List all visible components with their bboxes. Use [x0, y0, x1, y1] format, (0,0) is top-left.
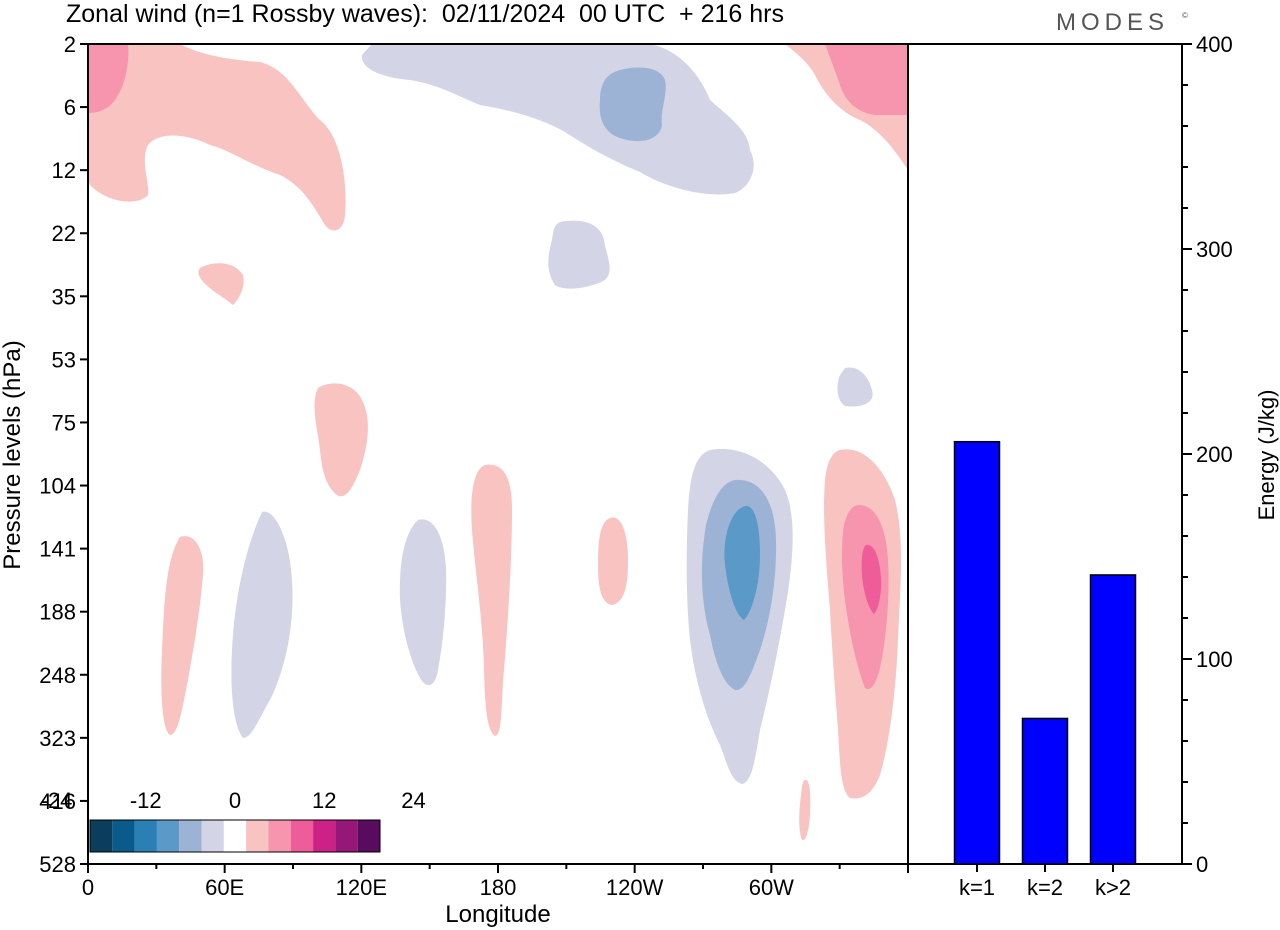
- bar-x-tick-label: k=2: [1027, 875, 1063, 900]
- y-tick-label: 528: [39, 852, 76, 877]
- bar-x-tick-label: k=1: [959, 875, 995, 900]
- y-tick-label: 141: [39, 537, 76, 562]
- colorbar-swatch: [290, 820, 314, 852]
- bar-x-tick-label: k>2: [1095, 875, 1131, 900]
- y-tick-label: 416: [39, 789, 76, 814]
- x-tick-label: 60W: [749, 875, 794, 900]
- contour-neg-top-center-inner: [599, 67, 666, 142]
- bar-k=2: [1021, 717, 1069, 865]
- copyright-mark: ©: [1182, 11, 1188, 20]
- heatmap-x-axis: 0 60E 120E 180 120W 60W: [82, 864, 909, 900]
- modes-logo: MODES: [1056, 9, 1170, 36]
- contour-pos-stripe-1: [161, 536, 204, 735]
- chart-title: Zonal wind (n=1 Rossby waves): 02/11/202…: [66, 0, 784, 28]
- contour-neg-stripe-1: [231, 511, 293, 738]
- y-tick-label: 6: [64, 95, 76, 120]
- contour-pos-small-4: [799, 779, 811, 841]
- y-tick-label: 12: [52, 158, 76, 183]
- heatmap-frame: [87, 43, 909, 865]
- x-tick-label: 120W: [606, 875, 664, 900]
- x-tick-label: 180: [480, 875, 517, 900]
- y-tick-label: 2: [64, 32, 76, 57]
- x-tick-label: 120E: [336, 875, 387, 900]
- colorbar-label: -24: [41, 788, 73, 813]
- colorbar-labels: -24 -12 0 12 24: [41, 788, 426, 813]
- x-tick-label: 0: [82, 875, 94, 900]
- bar-k=1: [953, 440, 1001, 865]
- colorbar-border: [89, 819, 381, 853]
- energy-tick-label: 200: [1196, 442, 1233, 467]
- contour-neg-central-inner: [724, 505, 760, 620]
- colorbar-label: 24: [401, 788, 425, 813]
- colorbar-label: -12: [130, 788, 162, 813]
- contour-neg-small-2: [837, 367, 873, 407]
- contour-pos-small-3: [598, 517, 628, 605]
- colorbar-swatch: [246, 820, 269, 852]
- colorbar-swatch: [134, 820, 157, 852]
- bar-x-axis: k=1 k=2 k>2: [959, 864, 1131, 900]
- energy-axis-title: Energy (J/kg): [1254, 390, 1279, 521]
- y-axis-title: Pressure levels (hPa): [0, 340, 26, 569]
- colorbar-swatch: [90, 820, 113, 852]
- bar-k>2: [1089, 574, 1137, 865]
- contour-pos-top-left-inner: [88, 44, 129, 113]
- colorbar: [89, 819, 381, 853]
- contour-neg-small-1: [548, 220, 610, 289]
- colorbar-swatch: [156, 820, 180, 852]
- x-axis-title: Longitude: [445, 901, 550, 928]
- energy-tick-label: 100: [1196, 647, 1233, 672]
- colorbar-swatch: [268, 820, 291, 852]
- contour-pos-right-inner: [861, 544, 882, 614]
- contour-pos-stripe-2: [471, 464, 512, 736]
- colorbar-swatch: [313, 820, 336, 852]
- contour-pos-top-left: [88, 44, 346, 231]
- contour-field: [88, 44, 908, 841]
- contour-neg-stripe-2: [399, 519, 447, 686]
- contour-neg-top-center: [361, 44, 754, 195]
- bar-y-axis: 0 100 200 300 400: [1182, 32, 1233, 877]
- y-tick-label: 75: [52, 410, 76, 435]
- y-tick-label: 53: [52, 347, 76, 372]
- contour-pos-small-1: [198, 263, 244, 305]
- y-tick-label: 104: [39, 474, 76, 499]
- energy-tick-label: 0: [1196, 852, 1208, 877]
- colorbar-swatch: [335, 820, 358, 852]
- y-tick-label: 188: [39, 600, 76, 625]
- colorbar-swatch: [179, 820, 202, 852]
- colorbar-swatch: [357, 820, 380, 852]
- heatmap-y-axis: 2 6 12 22 35 53 75 104 141 188 248 323 416 528: [39, 32, 88, 877]
- y-tick-label: 323: [39, 726, 76, 751]
- bar-series: [953, 440, 1137, 865]
- colorbar-swatch: [223, 820, 247, 852]
- colorbar-label: 0: [229, 788, 241, 813]
- contour-pos-top-right-inner: [825, 44, 908, 115]
- y-tick-label: 35: [52, 284, 76, 309]
- y-tick-label: 22: [52, 221, 76, 246]
- contour-pos-small-2: [314, 383, 368, 497]
- colorbar-label: 12: [312, 788, 336, 813]
- energy-tick-label: 400: [1196, 32, 1233, 57]
- y-tick-label: 248: [39, 663, 76, 688]
- energy-tick-label: 300: [1196, 237, 1233, 262]
- colorbar-swatch: [201, 820, 224, 852]
- contour-pos-right-mid: [841, 504, 889, 690]
- colorbar-swatch: [112, 820, 135, 852]
- x-tick-label: 60E: [205, 875, 244, 900]
